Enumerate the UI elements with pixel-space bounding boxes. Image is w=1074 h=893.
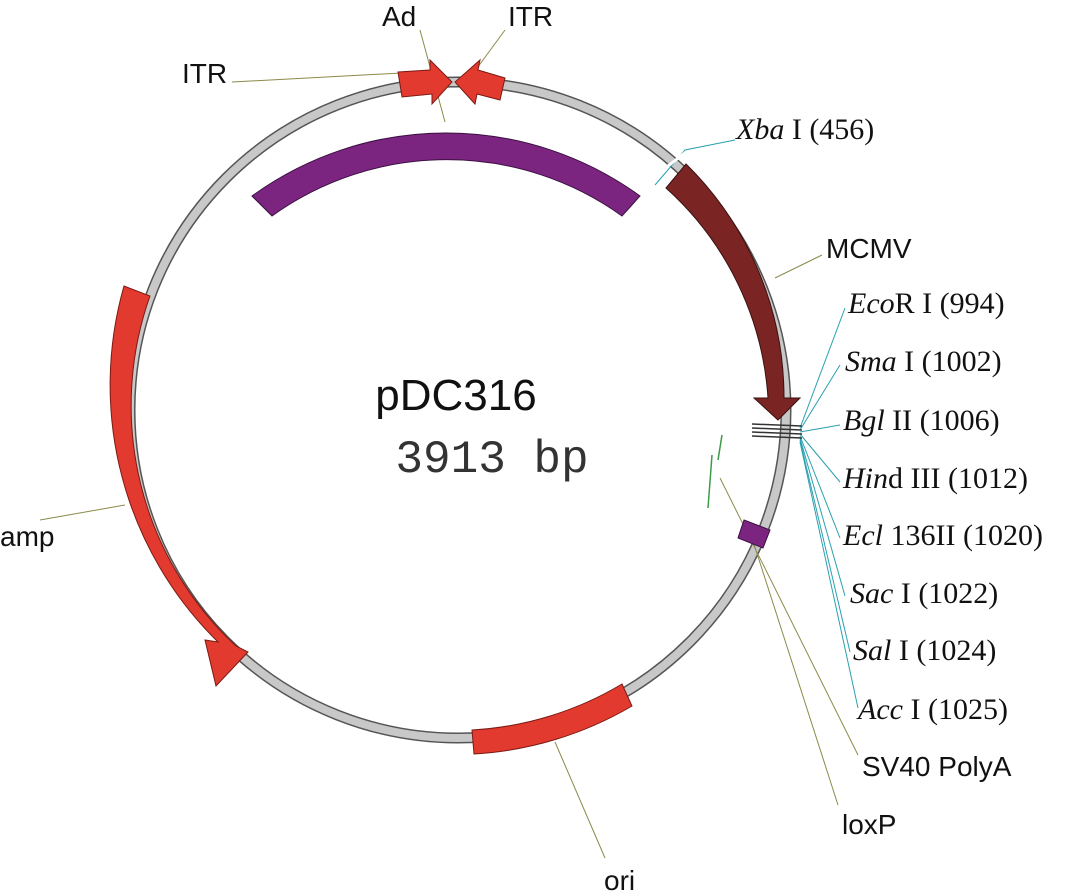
site-sac: Sac I (1022): [850, 577, 998, 610]
plasmid-name: pDC316: [375, 371, 536, 420]
leader-itr-left: [231, 71, 421, 83]
label-ori: ori: [604, 865, 635, 893]
leader-acc: [799, 441, 859, 709]
site-xba: Xba I (456): [735, 113, 874, 146]
mcmv-arrow: [665, 163, 802, 421]
label-mcmv: MCMV: [826, 233, 912, 264]
site-sma: Sma I (1002): [845, 345, 1002, 378]
leader-lines: [39, 29, 859, 859]
site-ecl: Ecl 136II (1020): [842, 519, 1043, 552]
itr-right-arrow: [454, 58, 506, 106]
leader-sac: [799, 437, 846, 597]
amp-arrow: [109, 285, 249, 688]
site-eco: EcoR I (994): [847, 287, 1005, 320]
sv40-marker-tick-2: [707, 454, 713, 509]
site-hin: Hind III (1012): [842, 462, 1028, 495]
leader-eco: [799, 307, 846, 429]
loxp-box: [737, 519, 771, 549]
mcs-ticks: [751, 423, 803, 439]
sv40-marker-tick: [717, 434, 723, 461]
leader-xba: [654, 139, 736, 186]
xba-tick: [649, 150, 687, 182]
leader-loxp: [751, 537, 839, 806]
leader-mcmv: [774, 254, 823, 279]
leader-amp: [39, 504, 126, 521]
ori-feature: [471, 683, 633, 755]
site-acc: Acc I (1025): [856, 693, 1008, 726]
site-bgl: Bgl II (1006): [843, 404, 1000, 437]
leader-hin: [799, 433, 841, 483]
label-itr-left: ITR: [182, 58, 227, 89]
leader-ori: [554, 741, 606, 859]
label-itr-right: ITR: [508, 1, 553, 32]
label-loxp: loxP: [842, 809, 896, 840]
leader-sv40: [719, 477, 859, 756]
site-sal: Sal I (1024): [853, 634, 996, 667]
ad-feature-arc: [251, 132, 641, 217]
leader-ecl: [799, 435, 841, 539]
label-ad: Ad: [382, 1, 416, 32]
plasmid-size: 3913 bp: [395, 434, 588, 486]
label-sv40-polya: SV40 PolyA: [862, 751, 1012, 782]
itr-left-arrow: [397, 58, 453, 106]
leader-sma: [799, 364, 841, 431]
label-amp: amp: [0, 521, 54, 552]
leader-sal: [799, 439, 851, 653]
leader-bgl: [799, 424, 841, 433]
